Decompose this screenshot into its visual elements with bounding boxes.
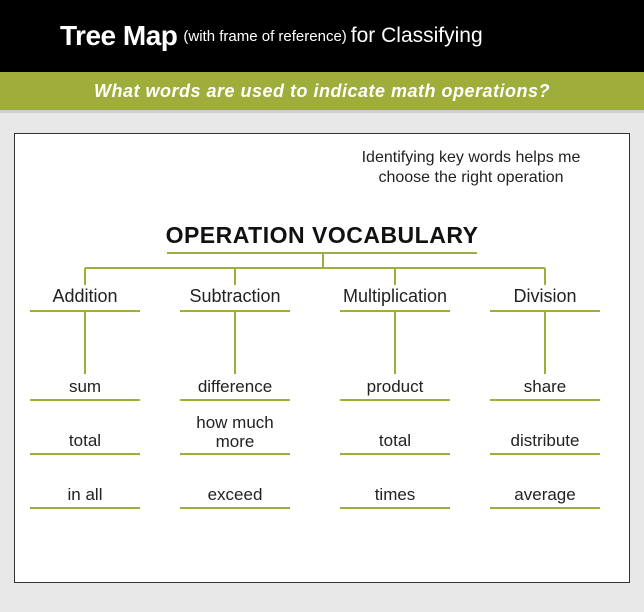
frame-of-reference: Identifying key words helps me choose th… [341,148,601,188]
category-label: Multiplication [330,286,460,307]
category-underline [180,310,290,312]
category-label: Division [480,286,610,307]
leaf-word: sum [30,378,140,401]
title-main: Tree Map [60,20,177,52]
tree-root-title: OPERATION VOCABULARY [15,222,629,249]
question-text: What words are used to indicate math ope… [94,81,550,102]
leaf-word: distribute [490,432,600,455]
leaf-word: times [340,486,450,509]
title-sub-for: for Classifying [351,24,483,48]
leaf-word: difference [180,378,290,401]
leaf-word: exceed [180,486,290,509]
tree-root-underline [167,252,477,254]
category-underline [340,310,450,312]
leaf-word: total [340,432,450,455]
leaf-word: total [30,432,140,455]
tree-connectors [15,134,629,582]
leaf-word: average [490,486,600,509]
leaf-word: in all [30,486,140,509]
category-label: Addition [20,286,150,307]
header-black: Tree Map (with frame of reference) for C… [0,0,644,72]
title-sub-parenthetical: (with frame of reference) [183,28,346,45]
tree-map-canvas: Identifying key words helps me choose th… [14,133,630,583]
category-underline [30,310,140,312]
leaf-word: product [340,378,450,401]
leaf-word: how much more [180,414,290,455]
category-underline [490,310,600,312]
category-label: Subtraction [170,286,300,307]
question-bar: What words are used to indicate math ope… [0,72,644,110]
leaf-word: share [490,378,600,401]
